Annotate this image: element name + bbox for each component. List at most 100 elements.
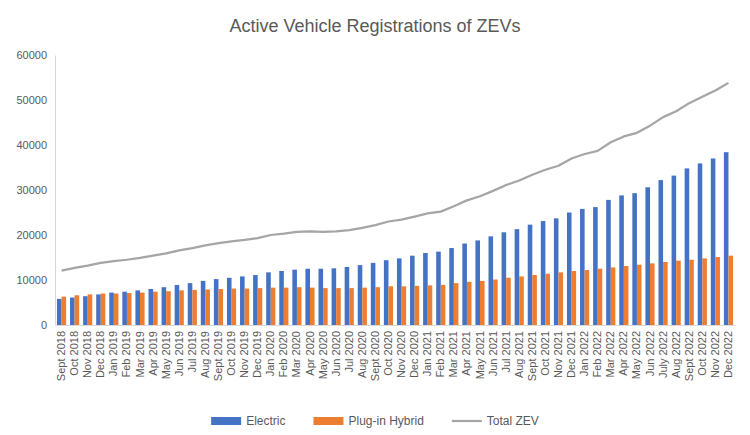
x-tick: Jun 2020 [330, 325, 342, 376]
x-tick: Oct 2020 [382, 325, 394, 376]
x-tick-label: Oct 2021 [539, 331, 551, 376]
legend-label: Electric [246, 414, 285, 428]
bar [428, 285, 433, 325]
bar [258, 288, 263, 325]
bar [558, 272, 563, 325]
bar [362, 288, 367, 325]
bar [345, 267, 350, 325]
x-tick-label: Sept 2020 [369, 331, 381, 381]
bar [127, 293, 132, 325]
y-axis-line [55, 56, 56, 326]
bar [279, 271, 284, 325]
x-tick: Sept 2018 [55, 325, 67, 381]
x-tick: Jan 2021 [421, 325, 433, 376]
bar [205, 289, 210, 325]
bar [711, 159, 716, 326]
x-tick: Sept 2022 [683, 325, 695, 381]
bar [397, 258, 402, 325]
bar [462, 244, 467, 325]
x-tick: Apr 2019 [147, 325, 159, 376]
x-tick-label: Nov 2018 [81, 331, 93, 378]
bar [384, 260, 389, 325]
y-tick: 20000 [16, 229, 55, 241]
bar [489, 236, 494, 325]
x-tick: Oct 2018 [68, 325, 80, 376]
bar [506, 278, 511, 325]
x-tick-label: Apr 2022 [617, 331, 629, 376]
bar [580, 209, 585, 325]
x-tick-label: Mar 2022 [604, 331, 616, 377]
x-tick: Mar 2019 [134, 325, 146, 377]
x-tick-label: Jan 2020 [264, 331, 276, 376]
bar [659, 180, 664, 325]
bar [114, 294, 119, 326]
legend-swatch [211, 417, 241, 425]
x-tick: Jun 2021 [487, 325, 499, 376]
x-tick-label: Nov 2020 [395, 331, 407, 378]
x-tick-label: Sept 2019 [212, 331, 224, 381]
bar [310, 288, 315, 325]
bar [619, 195, 624, 325]
x-tick: Oct 2019 [225, 325, 237, 376]
y-tick: 30000 [16, 184, 55, 196]
bar [201, 281, 206, 325]
x-tick-label: Jun 2021 [487, 331, 499, 376]
x-tick-label: Jun 2020 [330, 331, 342, 376]
x-tick: May 2022 [630, 325, 642, 379]
bar [715, 257, 720, 325]
x-tick-label: Dec 2021 [565, 331, 577, 378]
bar [645, 187, 650, 325]
x-tick-label: Mar 2021 [447, 331, 459, 377]
x-tick-label: Jan 2019 [107, 331, 119, 376]
title: Active Vehicle Registrations of ZEVs [229, 16, 520, 36]
x-tick-label: Apr 2020 [304, 331, 316, 376]
bar [153, 292, 158, 325]
x-tick: Nov 2018 [81, 325, 93, 378]
bar [663, 262, 668, 325]
bar [375, 287, 380, 325]
x-tick: Sept 2020 [369, 325, 381, 381]
x-tick-label: Apr 2021 [460, 331, 472, 376]
x-tick-label: Nov 2019 [238, 331, 250, 378]
bar [305, 269, 310, 325]
bar [598, 269, 603, 325]
x-tick: July 2022 [657, 325, 669, 378]
legend-swatch [452, 420, 482, 422]
x-axis-line [56, 325, 736, 326]
y-tick-label: 0 [41, 319, 47, 331]
bar [467, 282, 472, 325]
bar [57, 299, 62, 325]
x-tick: Jun 2022 [644, 325, 656, 376]
y-tick-label: 10000 [16, 274, 47, 286]
x-tick-label: May 2022 [630, 331, 642, 379]
x-tick-label: July 2022 [657, 331, 669, 378]
x-tick-label: Feb 2021 [434, 331, 446, 377]
bar [423, 253, 428, 325]
bar-series [62, 256, 734, 325]
plot-area: 0100002000030000400005000060000Sept 2018… [16, 49, 735, 381]
bar [162, 287, 167, 325]
x-tick: Mar 2022 [604, 325, 616, 377]
bar [554, 218, 559, 325]
x-tick-label: Jan 2022 [578, 331, 590, 376]
background [0, 0, 750, 435]
x-tick-label: May 2021 [474, 331, 486, 379]
bar [96, 294, 101, 325]
bar [632, 193, 637, 325]
bar [62, 297, 67, 325]
x-tick: Jul 2020 [343, 325, 355, 373]
bar [192, 290, 197, 325]
bar [122, 292, 127, 325]
bar [284, 288, 289, 325]
legend-item: Total ZEV [452, 414, 539, 428]
y-tick-label: 50000 [16, 94, 47, 106]
y-tick: 0 [41, 319, 55, 331]
x-tick-label: Dec 2020 [408, 331, 420, 378]
x-tick-label: Dec 2022 [722, 331, 734, 378]
bar [410, 256, 415, 325]
x-tick-label: Nov 2021 [552, 331, 564, 378]
bar [650, 263, 655, 325]
y-tick-label: 60000 [16, 49, 47, 61]
bar [611, 267, 616, 325]
x-tick: Nov 2022 [709, 325, 721, 378]
